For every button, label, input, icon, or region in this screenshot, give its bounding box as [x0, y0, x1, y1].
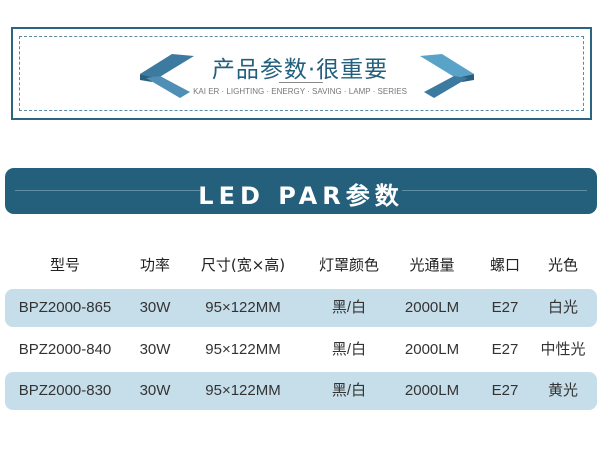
section-subtitle: KAI ER · LIGHTING · ENERGY · SAVING · LA… — [193, 87, 407, 96]
table-row: BPZ2000-840 30W 95×122MM 黑/白 2000LM E27 中性光 — [5, 331, 597, 369]
column-header: 光色 — [547, 256, 579, 274]
table-cell: 黄光 — [547, 382, 579, 399]
column-header: 型号 — [49, 256, 81, 274]
table-cell: E27 — [491, 341, 519, 358]
header-dashed-frame — [19, 36, 584, 111]
banner-line-left — [15, 190, 200, 191]
table-cell: 30W — [139, 341, 171, 358]
banner-title: LED PAR参数 — [198, 182, 404, 210]
table-cell: 2000LM — [404, 341, 460, 358]
table-row: BPZ2000-830 30W 95×122MM 黑/白 2000LM E27 黄光 — [5, 372, 597, 410]
table-cell: BPZ2000-865 — [18, 299, 112, 316]
table-cell: 30W — [139, 382, 171, 399]
table-cell: 黑/白 — [331, 382, 367, 399]
table-cell: 95×122MM — [205, 382, 281, 399]
table-header-row: 型号 功率 尺寸(宽×高) 灯罩颜色 光通量 螺口 光色 — [5, 246, 597, 284]
table-cell: 95×122MM — [205, 299, 281, 316]
table-row: BPZ2000-865 30W 95×122MM 黑/白 2000LM E27 白光 — [5, 289, 597, 327]
column-header: 尺寸(宽×高) — [200, 256, 286, 274]
table-cell: E27 — [491, 382, 519, 399]
table-cell: 2000LM — [404, 299, 460, 316]
table-cell: BPZ2000-830 — [18, 382, 112, 399]
banner-line-right — [402, 190, 587, 191]
section-title: 产品参数·很重要 — [211, 57, 389, 83]
table-cell: 黑/白 — [331, 341, 367, 358]
table-cell: 中性光 — [540, 341, 586, 358]
table-cell: E27 — [491, 299, 519, 316]
table-cell: 30W — [139, 299, 171, 316]
header-frame — [11, 27, 592, 120]
right-chevron-icon — [420, 54, 474, 98]
table-cell: BPZ2000-840 — [18, 341, 112, 358]
table-cell: 白光 — [547, 299, 579, 316]
column-header: 光通量 — [409, 256, 455, 274]
table-cell: 95×122MM — [205, 341, 281, 358]
left-chevron-icon — [140, 54, 194, 98]
title-underline — [279, 82, 323, 83]
column-header: 灯罩颜色 — [318, 256, 380, 274]
table-banner: LED PAR参数 — [5, 168, 597, 214]
table-cell: 黑/白 — [331, 299, 367, 316]
table-cell: 2000LM — [404, 382, 460, 399]
column-header: 螺口 — [489, 256, 521, 274]
column-header: 功率 — [139, 256, 171, 274]
